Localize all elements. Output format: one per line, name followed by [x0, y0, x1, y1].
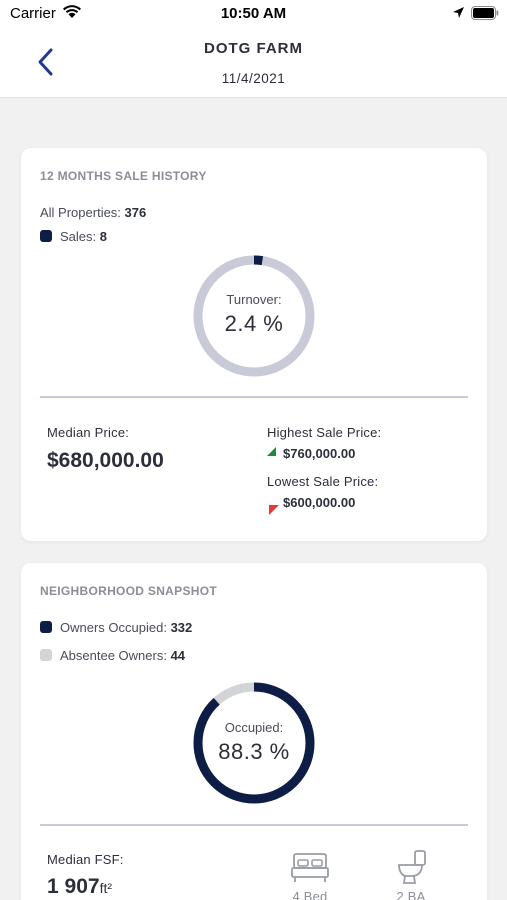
lowest-sale-label: Lowest Sale Price:: [267, 474, 379, 489]
page-date: 11/4/2021: [221, 71, 286, 86]
bath-count-label: 2 BA: [396, 889, 426, 900]
lowest-sale-value: $600,000.00: [283, 495, 356, 510]
snapshot-divider: [40, 824, 468, 826]
occupied-center: Occupied: 88.3 %: [192, 720, 316, 765]
occupied-ring-arc: [193, 682, 315, 804]
occupied-donut: [193, 682, 315, 804]
battery-icon: [471, 6, 499, 25]
status-bar: Carrier 10:50 AM: [0, 0, 507, 28]
highest-sale-value: $760,000.00: [283, 446, 356, 461]
neighborhood-snapshot-card: NEIGHBORHOOD SNAPSHOT Owners Occupied: 3…: [21, 563, 487, 900]
all-properties-label: All Properties:: [40, 205, 121, 220]
absentee-legend-swatch: [40, 649, 52, 661]
clock-time: 10:50 AM: [220, 5, 287, 22]
median-fsf-unit: ft²: [99, 880, 113, 896]
median-price-value: $680,000.00: [47, 449, 164, 472]
bed-count-label: 4 Bed: [292, 889, 328, 900]
owners-occupied-label: Owners Occupied:: [60, 620, 167, 635]
turnover-ring-arc: [193, 255, 315, 377]
turnover-value: 2.4 %: [224, 311, 284, 336]
median-fsf-label: Median FSF:: [47, 852, 124, 867]
arrow-down-icon: [269, 505, 279, 515]
page-title: DOTG FARM: [204, 40, 303, 57]
snapshot-title: NEIGHBORHOOD SNAPSHOT: [40, 584, 217, 598]
sale-history-title: 12 MONTHS SALE HISTORY: [40, 169, 207, 183]
occupied-value: 88.3 %: [218, 739, 290, 764]
owners-occupied-line: Owners Occupied: 332: [40, 620, 192, 635]
all-properties-value: 376: [124, 205, 147, 220]
absentee-label: Absentee Owners:: [60, 648, 167, 663]
median-fsf-value: 1 907: [47, 875, 100, 898]
occupied-label: Occupied:: [224, 720, 284, 735]
sales-legend-swatch: [40, 230, 52, 242]
owners-legend-swatch: [40, 621, 52, 633]
arrow-up-icon: [267, 447, 276, 456]
sales-value: 8: [99, 229, 107, 244]
absentee-line: Absentee Owners: 44: [40, 648, 185, 663]
nav-header: DOTG FARM 11/4/2021: [0, 28, 507, 98]
bed-icon: [291, 851, 329, 890]
sales-line: Sales: 8: [40, 229, 107, 244]
turnover-center: Turnover: 2.4 %: [192, 292, 316, 337]
sale-history-divider: [40, 396, 468, 398]
sales-label: Sales:: [60, 229, 97, 244]
median-fsf-line: 1 907ft²: [47, 875, 112, 899]
highest-sale-label: Highest Sale Price:: [267, 425, 382, 440]
toilet-icon: [396, 849, 428, 890]
wifi-icon: [62, 5, 82, 24]
turnover-label: Turnover:: [226, 292, 282, 307]
absentee-value: 44: [170, 648, 186, 663]
back-chevron-icon[interactable]: [34, 46, 58, 78]
turnover-donut: [193, 255, 315, 377]
sale-history-card: 12 MONTHS SALE HISTORY All Properties: 3…: [21, 148, 487, 541]
all-properties-line: All Properties: 376: [40, 205, 146, 220]
carrier-label: Carrier: [10, 5, 56, 22]
location-arrow-icon: [452, 6, 465, 24]
median-price-label: Median Price:: [47, 425, 130, 440]
owners-occupied-value: 332: [170, 620, 193, 635]
